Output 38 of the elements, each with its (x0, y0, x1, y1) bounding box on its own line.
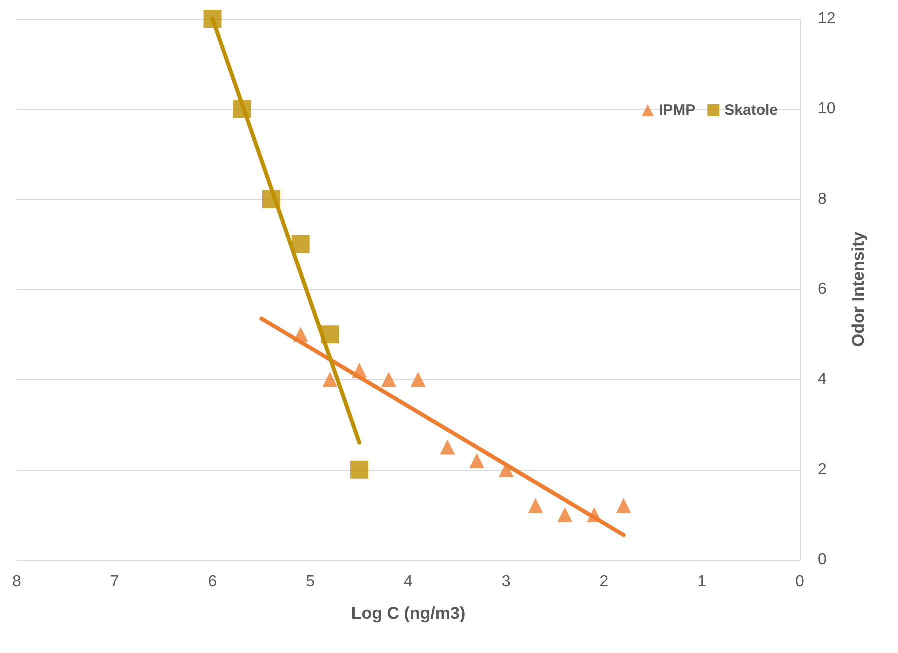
y-tick-label: 4 (818, 371, 827, 388)
x-axis-title: Log C (ng/m3) (351, 604, 466, 623)
point (262, 190, 280, 208)
y-tick-label: 12 (818, 10, 836, 28)
point (322, 372, 338, 388)
y-tick-label: 6 (818, 281, 827, 298)
legend-label: Skatole (724, 102, 778, 119)
point (558, 507, 573, 522)
point (292, 235, 310, 254)
point (321, 326, 340, 344)
x-tick-label: 1 (698, 574, 707, 590)
y-tick-label: 8 (818, 190, 827, 208)
x-tick-label: 3 (502, 574, 511, 590)
point (352, 363, 368, 378)
x-tick-label: 0 (796, 574, 805, 590)
y-axis-title: Odor Intensity (849, 231, 868, 348)
point (293, 327, 308, 342)
y-tick-label: 10 (818, 100, 836, 118)
x-tick-label: 8 (12, 574, 22, 590)
point (470, 453, 485, 468)
y-tick-label: 2 (818, 461, 827, 478)
point (586, 507, 602, 522)
point (410, 372, 426, 388)
point (498, 462, 514, 478)
point (528, 498, 544, 514)
x-tick-label: 4 (404, 574, 414, 590)
x-tick-label: 5 (306, 574, 316, 590)
point (233, 100, 252, 118)
point (381, 372, 396, 388)
point (616, 498, 632, 514)
point (440, 440, 456, 455)
x-tick-label: 2 (600, 574, 609, 590)
x-tick-label: 7 (110, 574, 120, 590)
x-tick-label: 6 (208, 574, 218, 590)
point (350, 460, 369, 479)
y-tick-label: 0 (818, 552, 827, 568)
point (204, 10, 222, 28)
legend-label: IPMP (658, 102, 696, 119)
